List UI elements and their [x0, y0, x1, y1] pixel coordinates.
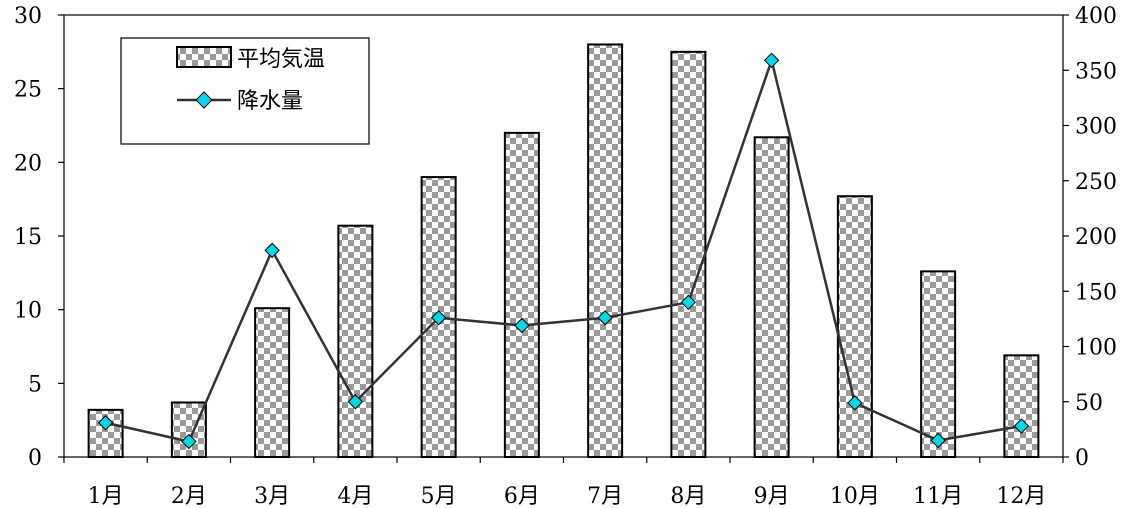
precipitation-marker	[181, 433, 197, 450]
legend-label-precipitation: 降水量	[237, 89, 303, 114]
temperature-bar	[920, 270, 957, 458]
precipitation-marker	[97, 415, 114, 431]
right-tick-label: 0	[1075, 446, 1089, 471]
legend-box	[120, 37, 370, 145]
left-tick-label: 0	[28, 446, 42, 471]
precipitation-marker	[430, 310, 447, 326]
precipitation-marker	[680, 294, 697, 311]
temperature-bar	[753, 136, 790, 459]
right-tick-label: 100	[1075, 336, 1117, 361]
right-tick-label: 250	[1075, 170, 1117, 195]
precipitation-marker	[597, 310, 613, 326]
x-axis: 1月 2月 3月 4月 5月 6月 7月 8月 9月 10月 11月 12月	[63, 457, 1064, 508]
temperature-bar	[836, 195, 873, 458]
right-y-axis: 0 50 100 150 200 250 300 350 400	[1063, 4, 1117, 471]
x-tick-label: 4月	[337, 484, 373, 508]
precipitation-marker	[763, 52, 780, 69]
left-tick-label: 30	[14, 4, 42, 29]
right-tick-label: 200	[1075, 225, 1117, 250]
right-tick-label: 400	[1075, 4, 1117, 29]
precipitation-marker	[514, 317, 530, 334]
right-tick-label: 350	[1075, 59, 1117, 84]
x-tick-label: 1月	[88, 484, 124, 508]
x-tick-label: 10月	[830, 484, 880, 508]
precipitation-marker	[347, 394, 364, 410]
temperature-bar	[1003, 354, 1040, 458]
right-tick-label: 50	[1075, 391, 1103, 416]
temperature-bar	[254, 307, 291, 458]
left-tick-label: 20	[14, 151, 42, 176]
legend: 平均気温 降水量	[120, 37, 370, 145]
temperature-bar	[587, 43, 624, 458]
left-tick-label: 5	[28, 372, 42, 397]
x-tick-label: 9月	[754, 484, 790, 508]
temperature-bar	[87, 408, 124, 458]
precipitation-marker	[264, 242, 280, 259]
x-tick-label: 3月	[254, 484, 290, 508]
right-tick-label: 150	[1075, 280, 1117, 305]
legend-diamond-marker	[195, 91, 213, 109]
temperature-bar	[670, 50, 707, 458]
legend-bar-swatch	[176, 46, 232, 68]
precipitation-line	[97, 52, 1030, 450]
x-tick-label: 11月	[913, 484, 963, 508]
left-tick-label: 15	[14, 225, 42, 250]
x-tick-label: 8月	[670, 484, 706, 508]
precipitation-polyline	[105, 55, 1022, 443]
legend-label-temperature: 平均気温	[237, 47, 325, 72]
precipitation-marker	[1013, 418, 1030, 434]
precipitation-marker	[930, 432, 946, 449]
x-tick-label: 2月	[171, 484, 207, 508]
x-tick-label: 12月	[996, 484, 1046, 508]
temperature-bars	[87, 43, 1040, 459]
left-y-axis: 0 5 10 15 20 25 30	[14, 4, 64, 471]
left-tick-label: 10	[14, 299, 42, 324]
x-tick-label: 5月	[421, 484, 457, 508]
right-tick-label: 300	[1075, 115, 1117, 140]
precipitation-marker	[847, 395, 863, 411]
temperature-bar	[337, 224, 374, 458]
x-tick-label: 6月	[504, 484, 540, 508]
x-tick-label: 7月	[587, 484, 623, 508]
left-tick-label: 25	[14, 78, 42, 103]
temperature-bar	[503, 131, 540, 458]
